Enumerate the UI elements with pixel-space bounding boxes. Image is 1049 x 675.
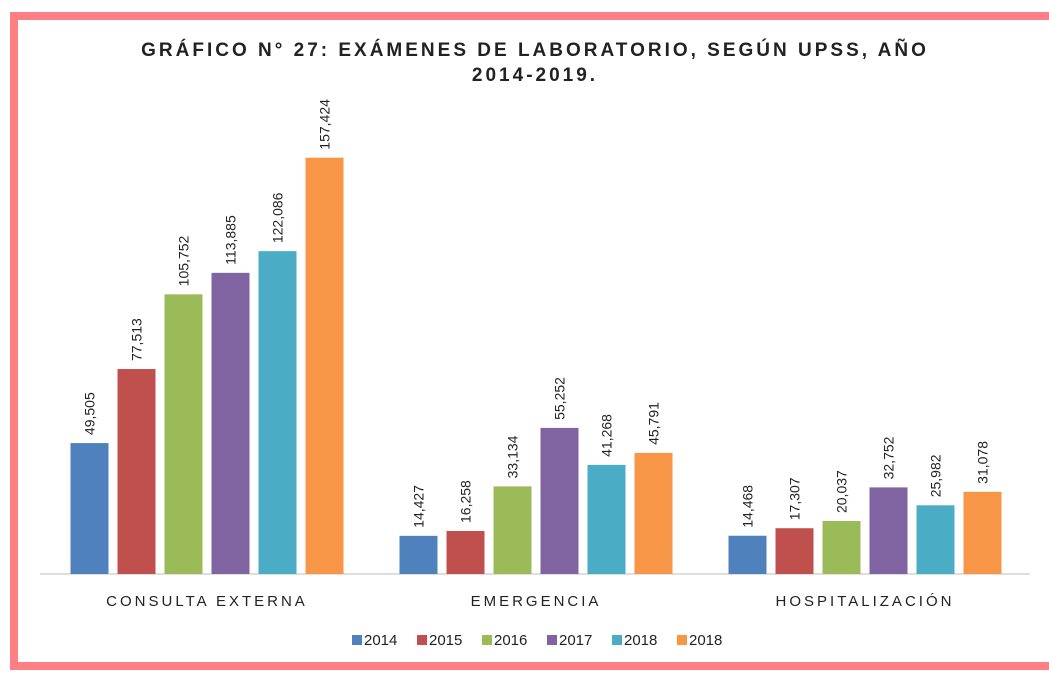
value-label: 31,078	[975, 441, 991, 484]
legend-swatch	[612, 635, 622, 645]
legend-swatch	[482, 635, 492, 645]
bar	[634, 452, 673, 574]
value-label: 41,268	[599, 414, 615, 457]
legend-swatch	[417, 635, 427, 645]
chart-title: GRÁFICO N° 27: EXÁMENES DE LABORATORIO, …	[141, 40, 929, 86]
legend-label: 2016	[494, 632, 527, 649]
bar	[822, 521, 861, 574]
value-label: 49,505	[82, 392, 98, 435]
value-label: 14,427	[411, 485, 427, 528]
bar	[117, 369, 156, 574]
legend-label: 2017	[559, 632, 592, 649]
value-label: 122,086	[270, 192, 286, 243]
bar	[869, 487, 908, 574]
value-label: 55,252	[552, 377, 568, 420]
value-label: 33,134	[505, 435, 521, 478]
bar	[305, 157, 344, 574]
legend-swatch	[547, 635, 557, 645]
bar	[446, 531, 485, 574]
legend-swatch	[352, 635, 362, 645]
bar	[211, 272, 250, 574]
bar	[587, 464, 626, 574]
bar	[963, 491, 1002, 574]
value-label: 157,424	[317, 99, 333, 150]
value-label: 16,258	[458, 480, 474, 523]
legend-swatch	[677, 635, 687, 645]
bar	[916, 505, 955, 574]
value-label: 32,752	[881, 436, 897, 479]
value-label: 17,307	[787, 477, 803, 520]
value-label: 25,982	[928, 454, 944, 497]
value-label: 20,037	[834, 470, 850, 513]
bar	[70, 443, 109, 574]
bar	[493, 486, 532, 574]
bar	[728, 535, 767, 574]
value-label: 14,468	[740, 485, 756, 528]
legend-label: 2014	[364, 632, 397, 649]
x-tick-label: HOSPITALIZACIÓN	[776, 593, 955, 610]
bar	[540, 427, 579, 574]
bar	[164, 294, 203, 574]
x-tick-label: EMERGENCIA	[471, 593, 602, 610]
bar	[775, 528, 814, 574]
x-tick-label: CONSULTA EXTERNA	[106, 593, 308, 610]
legend-label: 2018	[689, 632, 722, 649]
value-label: 77,513	[129, 318, 145, 361]
value-label: 105,752	[176, 236, 192, 287]
value-label: 113,885	[223, 215, 239, 265]
legend-label: 2018	[624, 632, 657, 649]
value-label: 45,791	[646, 402, 662, 445]
legend-label: 2015	[429, 632, 462, 649]
bar	[399, 535, 438, 574]
bar	[258, 251, 297, 574]
